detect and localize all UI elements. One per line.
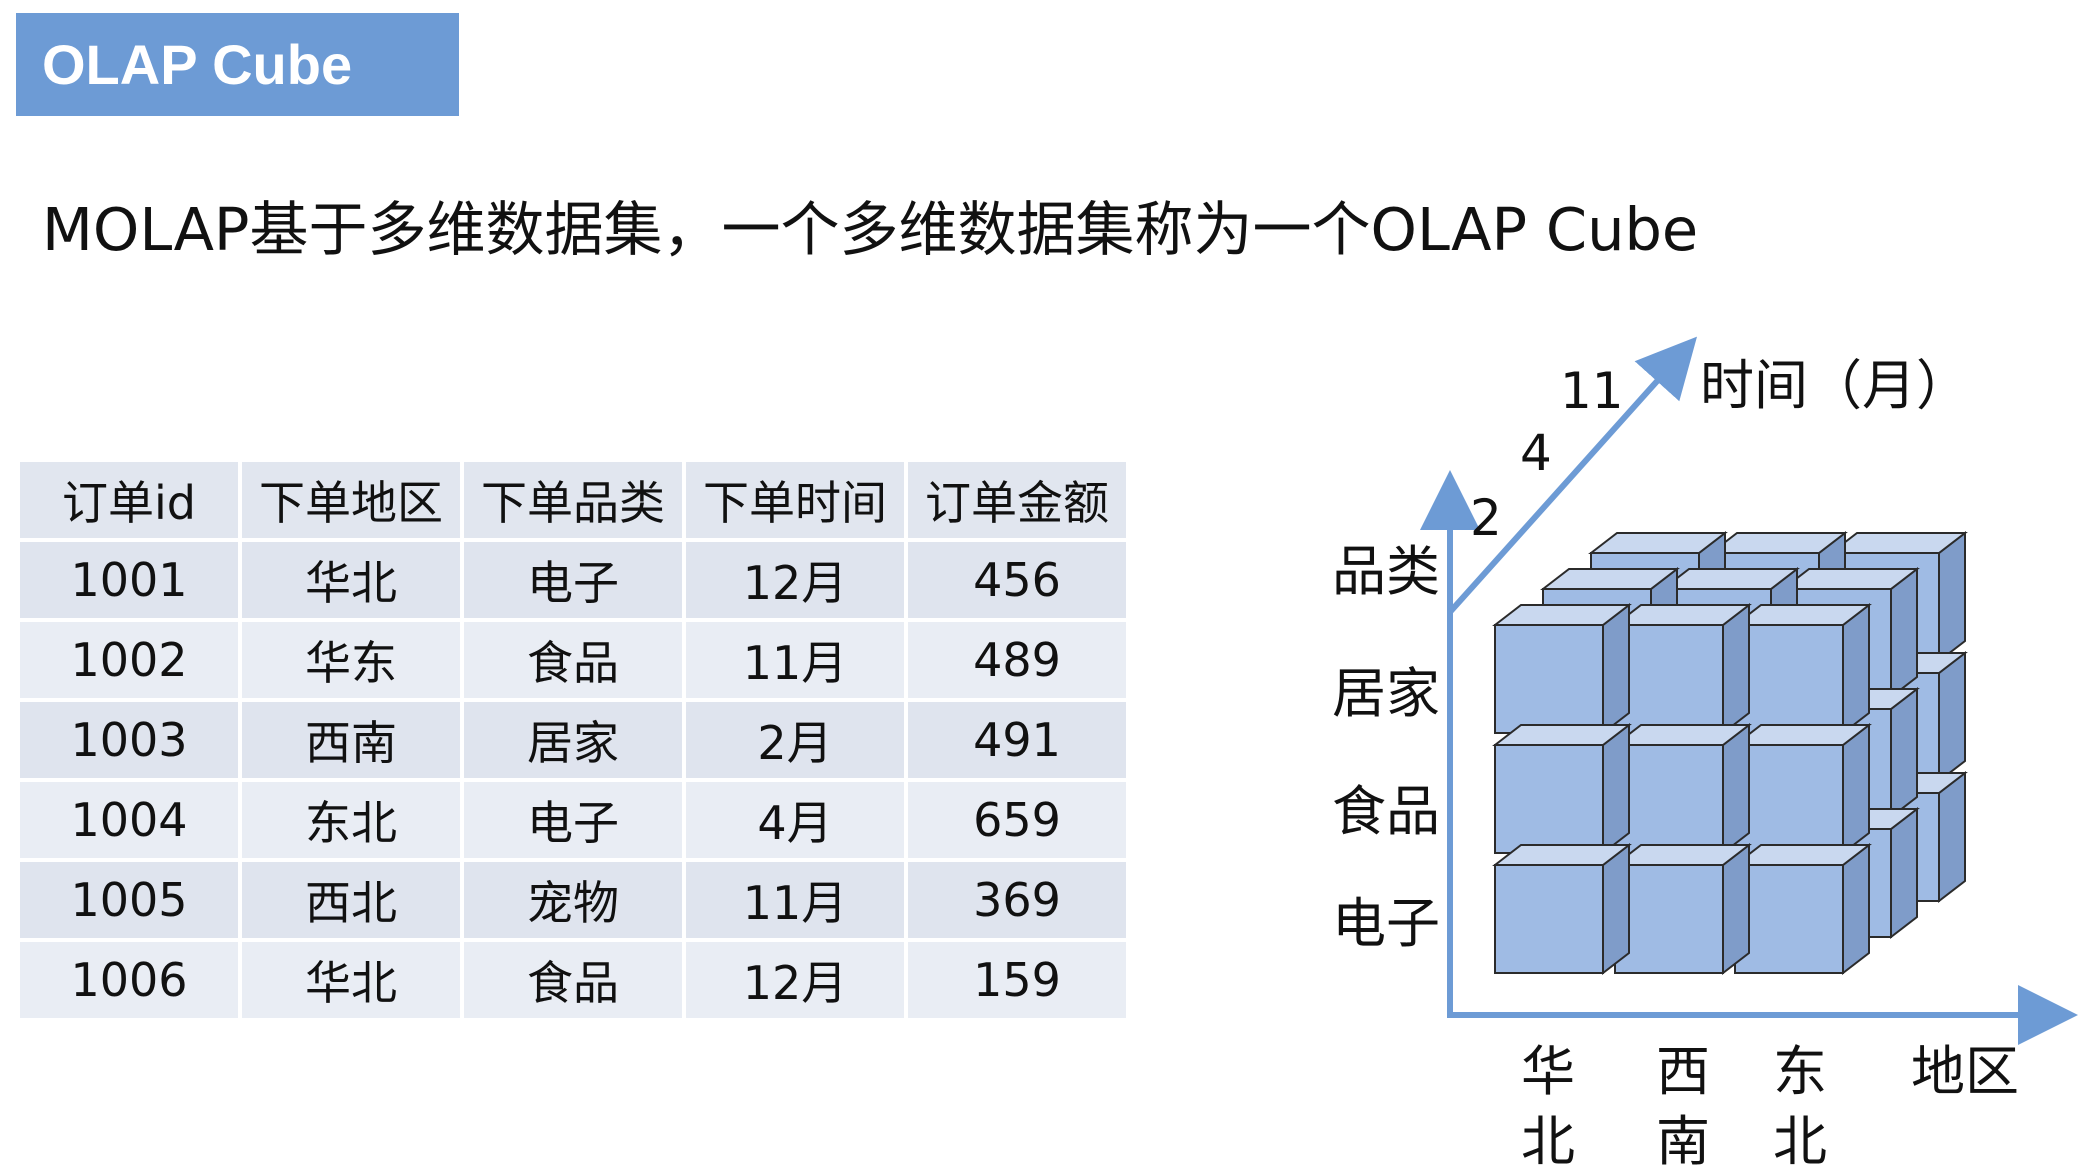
cube-side-face	[1938, 770, 1966, 904]
column-header: 订单金额	[908, 462, 1126, 538]
table-cell: 食品	[464, 622, 682, 698]
z-axis-tick-label: 4	[1520, 424, 1552, 482]
cube-front-face	[1614, 624, 1724, 734]
cube-side-face	[1890, 566, 1918, 700]
table-cell: 华东	[242, 622, 460, 698]
cube-cell	[1492, 722, 1632, 856]
table-cell: 369	[908, 862, 1126, 938]
table-cell: 1006	[20, 942, 238, 1018]
cube-front-face	[1734, 864, 1844, 974]
cube-cell	[1612, 602, 1752, 736]
y-axis-label: 品类	[1332, 540, 1440, 603]
table-row: 1002 华东 食品 11月 489	[20, 622, 1126, 698]
cube-side-face	[1602, 842, 1630, 976]
table-cell: 12月	[686, 942, 904, 1018]
table-cell: 11月	[686, 862, 904, 938]
table-cell: 1003	[20, 702, 238, 778]
cube-side-face	[1722, 602, 1750, 736]
cube-cell	[1492, 602, 1632, 736]
cube-side-face	[1722, 842, 1750, 976]
cube-front-face	[1494, 744, 1604, 854]
z-axis-tick-label: 2	[1470, 489, 1502, 547]
x-axis-tick-label: 北	[1773, 1110, 1827, 1166]
cube-side-face	[1842, 602, 1870, 736]
table-row: 1006 华北 食品 12月 159	[20, 942, 1126, 1018]
table-cell: 1005	[20, 862, 238, 938]
table-cell: 1004	[20, 782, 238, 858]
cube-side-face	[1602, 602, 1630, 736]
table-cell: 2月	[686, 702, 904, 778]
y-axis-tick-label: 食品	[1332, 780, 1440, 843]
table-cell: 华北	[242, 942, 460, 1018]
table-cell: 12月	[686, 542, 904, 618]
table-cell: 489	[908, 622, 1126, 698]
cube-front-face	[1734, 744, 1844, 854]
cube-side-face	[1842, 722, 1870, 856]
table-row: 1005 西北 宠物 11月 369	[20, 862, 1126, 938]
cube-cell	[1612, 842, 1752, 976]
y-axis-tick-label: 居家	[1332, 662, 1440, 725]
cube-side-face	[1938, 530, 1966, 664]
cube-cell	[1732, 602, 1872, 736]
column-header: 下单时间	[686, 462, 904, 538]
cube-side-face	[1722, 722, 1750, 856]
cube-front-face	[1494, 624, 1604, 734]
z-axis-label: 时间（月）	[1700, 354, 1970, 417]
cube-front-face	[1494, 864, 1604, 974]
cube-side-face	[1602, 722, 1630, 856]
table-cell: 电子	[464, 782, 682, 858]
table-cell: 电子	[464, 542, 682, 618]
cube-cell	[1612, 722, 1752, 856]
x-axis-tick-label: 东	[1773, 1040, 1827, 1103]
cube-side-face	[1890, 806, 1918, 940]
cube-side-face	[1842, 842, 1870, 976]
table-cell: 491	[908, 702, 1126, 778]
z-axis-line	[1447, 336, 1698, 615]
table-cell: 西南	[242, 702, 460, 778]
table-row: 1001 华北 电子 12月 456	[20, 542, 1126, 618]
table-cell: 4月	[686, 782, 904, 858]
table-cell: 456	[908, 542, 1126, 618]
table-cell: 159	[908, 942, 1126, 1018]
table-cell: 1001	[20, 542, 238, 618]
z-axis-tick-label: 11	[1560, 362, 1624, 420]
x-axis-tick-label: 华	[1521, 1040, 1575, 1103]
x-axis-label: 地区	[1911, 1040, 2019, 1103]
table-cell: 宠物	[464, 862, 682, 938]
orders-table: 订单id 下单地区 下单品类 下单时间 订单金额 1001 华北 电子 12月 …	[16, 458, 1130, 1022]
table-header-row: 订单id 下单地区 下单品类 下单时间 订单金额	[20, 462, 1126, 538]
column-header: 下单品类	[464, 462, 682, 538]
x-axis-tick-label: 北	[1521, 1110, 1575, 1166]
table-cell: 西北	[242, 862, 460, 938]
cube-side-face	[1938, 650, 1966, 784]
x-axis-tick-label: 西	[1656, 1040, 1710, 1103]
cube-cell	[1732, 842, 1872, 976]
cube-grid	[1492, 530, 1968, 976]
slide-subtitle: MOLAP基于多维数据集，一个多维数据集称为一个OLAP Cube	[42, 195, 1699, 264]
table-cell: 居家	[464, 702, 682, 778]
cube-front-face	[1614, 864, 1724, 974]
table-cell: 1002	[20, 622, 238, 698]
y-axis-tick-label: 电子	[1332, 892, 1440, 955]
cube-side-face	[1890, 686, 1918, 820]
table-cell: 华北	[242, 542, 460, 618]
table-cell: 食品	[464, 942, 682, 1018]
table-cell: 东北	[242, 782, 460, 858]
column-header: 下单地区	[242, 462, 460, 538]
column-header: 订单id	[20, 462, 238, 538]
cube-cell	[1492, 842, 1632, 976]
slide-title: OLAP Cube	[16, 13, 459, 116]
cube-cell	[1732, 722, 1872, 856]
x-axis-tick-label: 南	[1656, 1110, 1710, 1166]
cube-front-face	[1734, 624, 1844, 734]
table-cell: 659	[908, 782, 1126, 858]
table-row: 1003 西南 居家 2月 491	[20, 702, 1126, 778]
table-cell: 11月	[686, 622, 904, 698]
cube-front-face	[1614, 744, 1724, 854]
table-row: 1004 东北 电子 4月 659	[20, 782, 1126, 858]
